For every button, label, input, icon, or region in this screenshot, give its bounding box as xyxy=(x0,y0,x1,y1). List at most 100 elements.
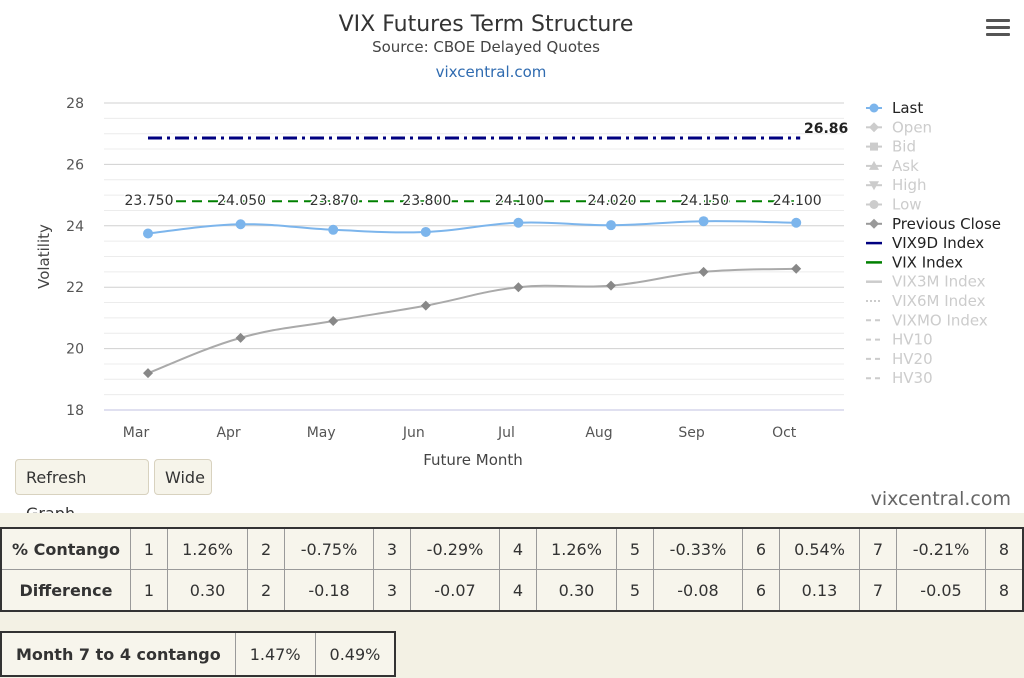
month-number-cell: 5 xyxy=(616,569,654,612)
month-7-to-4-value: 0.49% xyxy=(314,631,396,677)
last-data-label: 23.870 xyxy=(310,193,359,209)
legend-item-label[interactable]: High xyxy=(892,176,926,194)
last-data-label: 24.100 xyxy=(495,193,544,209)
legend-item-label[interactable]: HV20 xyxy=(892,350,933,368)
legend-marker xyxy=(869,218,879,229)
refresh-graph-button[interactable]: Refresh Graph xyxy=(15,459,149,523)
table-row: Month 7 to 4 contango 1.47% 0.49% xyxy=(0,631,396,677)
chart-menu-icon[interactable] xyxy=(986,16,1010,38)
previous-close-point xyxy=(513,282,524,293)
row-label: % Contango xyxy=(0,527,131,570)
x-tick-label: Oct xyxy=(772,425,797,441)
previous-close-point xyxy=(143,368,153,379)
last-data-label: 24.150 xyxy=(680,193,729,209)
contango-table: % Contango 1 1.26% 2 -0.75% 3 -0.29% 4 1.26% 5 -0.… xyxy=(0,527,1024,612)
legend-item-label[interactable]: VIX3M Index xyxy=(892,273,986,291)
month-7-to-4-label: Month 7 to 4 contango xyxy=(0,631,236,677)
previous-close-line xyxy=(147,267,797,375)
last-data-label: 24.100 xyxy=(773,193,822,209)
month-number-cell: 1 xyxy=(130,527,168,570)
month-number-cell: 7 xyxy=(859,527,897,570)
legend-item-label[interactable]: Last xyxy=(892,99,923,117)
month-number-cell: 5 xyxy=(616,527,654,570)
last-point xyxy=(791,217,802,228)
y-tick-label: 20 xyxy=(66,342,84,358)
last-point xyxy=(606,220,616,231)
value-cell: -0.75% xyxy=(284,527,374,570)
y-tick-label: 26 xyxy=(66,157,84,173)
x-tick-label: Mar xyxy=(123,425,150,441)
month-number-cell: 6 xyxy=(741,569,780,612)
y-tick-label: 28 xyxy=(66,96,84,112)
last-point xyxy=(698,216,709,227)
value-cell: 0.30 xyxy=(166,569,249,612)
x-tick-label: Aug xyxy=(585,425,612,441)
table-row: Difference 1 0.30 2 -0.18 3 -0.07 4 0.30 5 -0.08 6 0… xyxy=(0,569,1024,612)
month-number-cell: 8 xyxy=(985,527,1024,570)
month-7-to-4-table: Month 7 to 4 contango 1.47% 0.49% xyxy=(0,631,397,677)
previous-close-point xyxy=(420,300,431,311)
x-axis-label: Future Month xyxy=(423,451,523,469)
value-cell: 0.54% xyxy=(778,527,861,570)
last-point xyxy=(143,228,153,239)
month-number-cell: 4 xyxy=(498,527,537,570)
legend-marker xyxy=(869,200,879,209)
last-point xyxy=(513,217,524,228)
legend-marker xyxy=(869,181,879,191)
previous-close-point xyxy=(235,332,246,343)
value-cell: -0.08 xyxy=(653,569,743,612)
legend-item-label[interactable]: Bid xyxy=(892,138,916,156)
previous-close-point xyxy=(328,315,339,326)
legend-item-label[interactable]: VIXMO Index xyxy=(892,311,988,329)
legend-item-label[interactable]: HV10 xyxy=(892,331,933,349)
table-row: % Contango 1 1.26% 2 -0.75% 3 -0.29% 4 1.26% 5 -0.… xyxy=(0,527,1024,570)
month-7-to-4-value: 1.47% xyxy=(234,631,316,677)
legend-item-label[interactable]: Low xyxy=(892,196,922,214)
legend-marker xyxy=(869,122,879,133)
credit-text: vixcentral.com xyxy=(870,488,1011,510)
legend-item-label[interactable]: VIX9D Index xyxy=(892,234,984,252)
vix9d-value-label: 26.86 xyxy=(804,121,848,137)
legend-marker xyxy=(869,103,879,113)
value-cell: -0.05 xyxy=(896,569,986,612)
last-point xyxy=(328,224,339,235)
x-tick-label: Apr xyxy=(216,425,240,441)
month-number-cell: 7 xyxy=(859,569,897,612)
legend-item-label[interactable]: Open xyxy=(892,118,932,136)
x-tick-label: May xyxy=(307,425,336,441)
previous-close-point xyxy=(791,263,802,274)
value-cell: 1.26% xyxy=(166,527,249,570)
value-cell: -0.33% xyxy=(653,527,743,570)
legend-item-label[interactable]: HV30 xyxy=(892,369,933,387)
month-number-cell: 2 xyxy=(247,527,286,570)
previous-close-point xyxy=(698,266,709,277)
last-data-label: 23.800 xyxy=(402,193,451,209)
last-point xyxy=(235,219,246,230)
legend-item-label[interactable]: Ask xyxy=(892,157,919,175)
value-cell: -0.18 xyxy=(284,569,374,612)
source-link[interactable]: vixcentral.com xyxy=(436,63,547,81)
month-number-cell: 6 xyxy=(741,527,780,570)
chart-subtitle: Source: CBOE Delayed Quotes xyxy=(372,38,600,56)
legend-item-label[interactable]: VIX6M Index xyxy=(892,292,986,310)
row-label: Difference xyxy=(0,569,131,612)
last-line xyxy=(147,220,797,235)
value-cell: -0.21% xyxy=(896,527,986,570)
month-number-cell: 3 xyxy=(373,527,411,570)
legend-item-label[interactable]: Previous Close xyxy=(892,215,1001,233)
legend-marker xyxy=(869,160,879,170)
legend-item-label[interactable]: VIX Index xyxy=(892,253,963,271)
x-tick-label: Jun xyxy=(402,425,425,441)
value-cell: 0.13 xyxy=(778,569,861,612)
month-number-cell: 2 xyxy=(247,569,286,612)
last-data-label: 24.020 xyxy=(588,193,637,209)
wide-button[interactable]: Wide xyxy=(154,459,212,495)
month-number-cell: 3 xyxy=(373,569,411,612)
y-tick-label: 18 xyxy=(66,403,84,419)
previous-close-point xyxy=(606,280,616,291)
value-cell: -0.29% xyxy=(410,527,500,570)
last-data-label: 24.050 xyxy=(217,193,266,209)
chart-title: VIX Futures Term Structure xyxy=(339,12,634,37)
tables-area: % Contango 1 1.26% 2 -0.75% 3 -0.29% 4 1.26% 5 -0.… xyxy=(0,513,1024,678)
